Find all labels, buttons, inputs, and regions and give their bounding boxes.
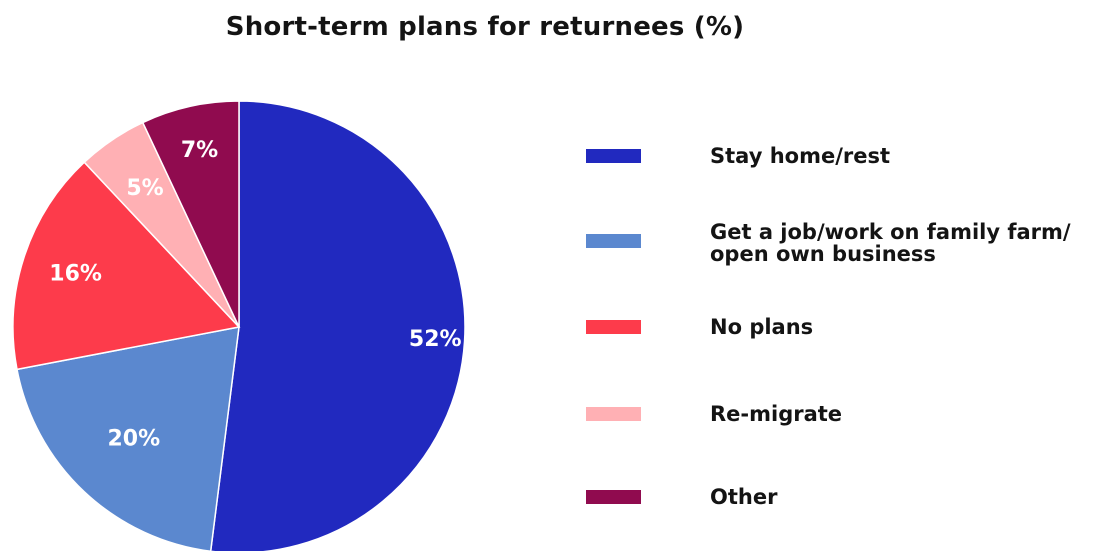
pie-slice-other [141, 100, 240, 328]
legend-swatch-other [586, 490, 641, 504]
legend-swatch-get-a-job [586, 234, 641, 248]
pie-chart: 52% 20% 16% 5% 7% [12, 100, 466, 551]
pie-slice-no-plans [12, 161, 241, 371]
chart-title: Short-term plans for returnees (%) [225, 12, 745, 42]
slice-label-stay-home: 52% [409, 327, 462, 352]
legend: Stay home/rest Get a job/work on family … [586, 0, 1107, 551]
slice-label-get-a-job: 20% [107, 427, 160, 452]
legend-swatch-re-migrate [586, 407, 641, 421]
pie-slice-get-a-job [16, 326, 240, 551]
legend-label-re-migrate: Re-migrate [710, 402, 843, 426]
legend-swatch-stay-home [586, 149, 641, 163]
slice-label-no-plans: 16% [49, 261, 102, 286]
slice-label-other: 7% [181, 138, 218, 163]
legend-label-get-a-job: Get a job/work on family farm/ open own … [710, 220, 1071, 266]
legend-label-other: Other [710, 485, 778, 509]
slice-label-re-migrate: 5% [126, 176, 163, 201]
legend-label-stay-home: Stay home/rest [710, 144, 890, 168]
legend-label-no-plans: No plans [710, 315, 814, 339]
legend-swatch-no-plans [586, 320, 641, 334]
pie-slice-stay-home [209, 100, 466, 551]
